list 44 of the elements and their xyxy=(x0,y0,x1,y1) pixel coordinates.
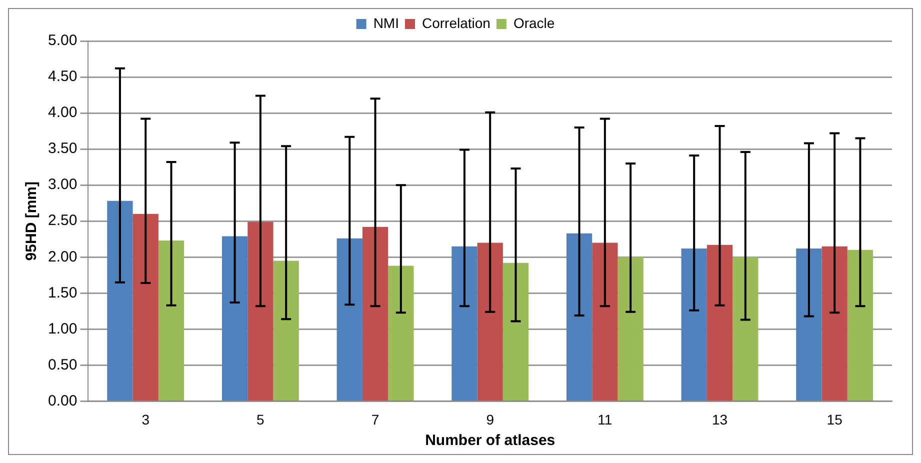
y-tick-label: 5.00 xyxy=(48,32,78,50)
bar xyxy=(222,236,248,400)
bar xyxy=(847,250,874,400)
bar xyxy=(502,262,529,400)
y-tick-label: 1.00 xyxy=(48,320,78,338)
x-tick-label: 11 xyxy=(598,411,612,428)
legend-label: NMI xyxy=(373,14,399,31)
bar xyxy=(362,226,388,400)
x-axis-title: Number of atlases xyxy=(425,432,556,450)
bar xyxy=(796,248,822,400)
bar xyxy=(388,266,414,400)
bar xyxy=(107,200,133,400)
bar xyxy=(681,248,707,400)
bar xyxy=(158,240,184,400)
bar xyxy=(477,242,503,400)
y-tick-label: 4.00 xyxy=(48,104,78,122)
x-tick-label: 13 xyxy=(712,411,728,428)
x-tick-label: 5 xyxy=(256,411,265,428)
y-axis-title: 95HD [mm] xyxy=(23,182,40,261)
y-tick-label: 4.50 xyxy=(48,68,78,86)
x-tick-label: 3 xyxy=(142,411,150,428)
bar xyxy=(452,246,478,400)
bar xyxy=(273,260,299,400)
bar xyxy=(822,246,848,400)
bar xyxy=(248,222,274,400)
legend-label: Correlation xyxy=(422,14,490,31)
bar xyxy=(618,257,644,400)
x-tick-label: 15 xyxy=(826,411,843,428)
x-tick-label: 9 xyxy=(486,411,494,428)
bar xyxy=(592,242,618,400)
bar xyxy=(566,233,592,400)
legend-label: Oracle xyxy=(513,14,555,31)
y-tick-label: 2.00 xyxy=(48,248,78,266)
y-tick-label: 0.50 xyxy=(48,356,78,374)
bar xyxy=(706,244,733,400)
bar xyxy=(132,214,158,400)
bar xyxy=(336,238,362,400)
y-tick-label: 3.00 xyxy=(48,176,78,194)
y-tick-label: 1.50 xyxy=(48,284,78,302)
y-tick-label: 2.50 xyxy=(48,212,78,230)
y-tick-label: 0.00 xyxy=(48,392,78,410)
bar xyxy=(732,257,758,400)
x-tick-label: 7 xyxy=(371,411,380,428)
y-tick-label: 3.50 xyxy=(48,140,78,158)
